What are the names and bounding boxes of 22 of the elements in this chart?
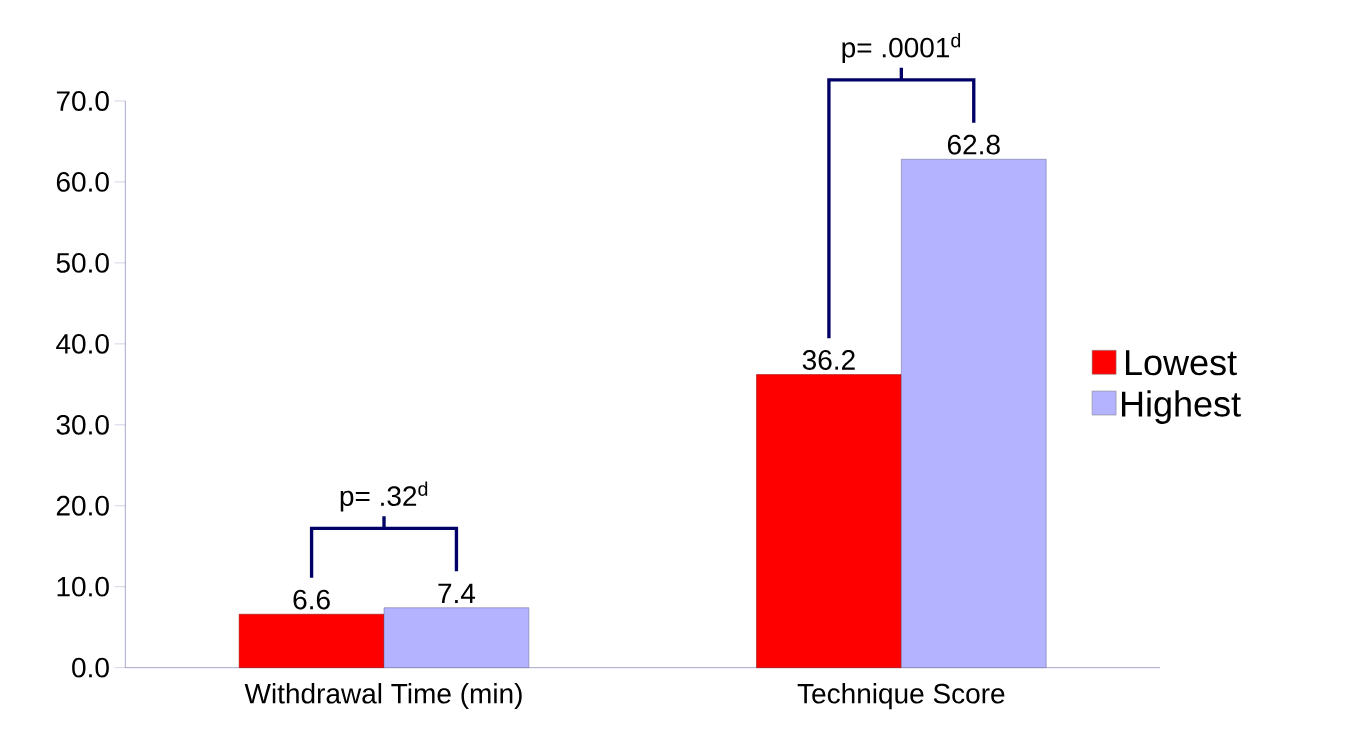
y-tick-label: 70.0 [56,91,109,111]
x-tick-label: Withdrawal Time (min) [244,683,522,710]
y-tick-label: 30.0 [56,414,109,435]
bar [901,159,1047,668]
data-label: 36.2 [802,350,855,370]
bar [238,613,385,668]
y-tick-label: 20.0 [56,495,109,516]
data-label: 6.6 [293,589,330,610]
legend-label: Lowest [1125,350,1237,376]
annotation: p= .32$^{d}$ [340,481,428,512]
x-tick-label: Technique Score [797,683,1005,710]
y-tick-label: 40.0 [56,333,109,354]
bar [383,607,530,668]
y-tick-label: 50.0 [56,252,109,273]
data-label: 7.4 [438,583,476,604]
y-tick-label: 10.0 [57,576,109,597]
legend-label: Highest [1121,390,1241,424]
data-label: 62.8 [947,134,1000,155]
bar [756,374,902,668]
y-tick-label: 0.0 [72,657,109,678]
y-tick-label: 60.0 [56,172,109,192]
text: p= .0001$^{d}$ [842,33,961,64]
